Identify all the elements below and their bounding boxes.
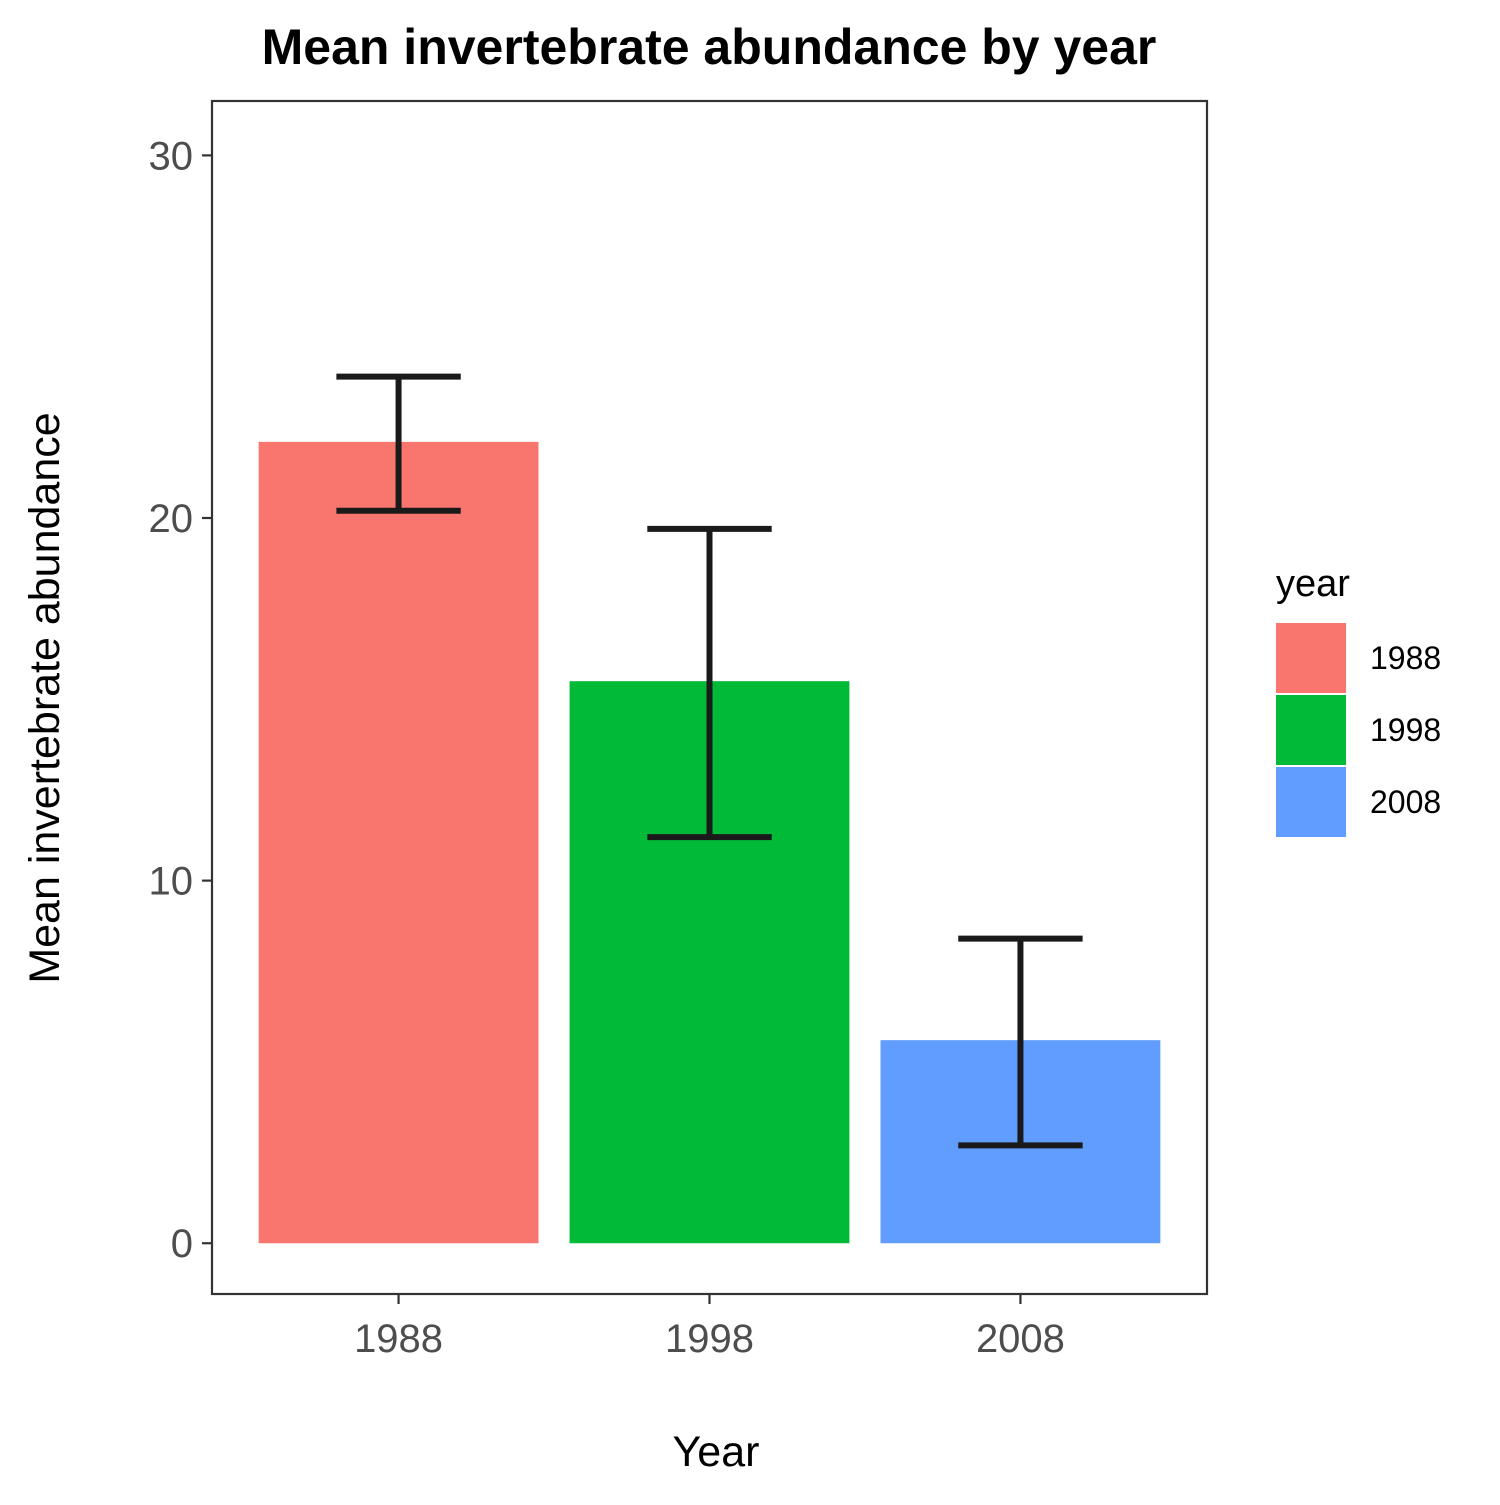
chart-title: Mean invertebrate abundance by year — [262, 19, 1157, 75]
y-tick-label: 0 — [171, 1222, 193, 1266]
x-tick-label: 1988 — [354, 1317, 443, 1361]
y-tick-label: 10 — [149, 860, 194, 904]
error-bar-1998 — [647, 525, 772, 841]
y-axis: 0 10 20 30 — [149, 134, 212, 1266]
error-bar-1988 — [336, 373, 461, 514]
legend-key-1998 — [1276, 695, 1346, 765]
error-bars-layer — [336, 373, 1083, 1149]
y-axis-title: Mean invertebrate abundance — [21, 412, 69, 983]
legend-key-1988 — [1276, 623, 1346, 693]
legend-label-1988: 1988 — [1370, 640, 1441, 676]
bar-1988 — [258, 441, 539, 1244]
x-axis: 1988 1998 2008 — [354, 1294, 1065, 1361]
legend-key-2008 — [1276, 767, 1346, 837]
x-tick-label: 2008 — [976, 1317, 1065, 1361]
x-tick-label: 1998 — [665, 1317, 754, 1361]
error-bar-2008 — [958, 935, 1083, 1149]
y-tick-label: 30 — [149, 134, 194, 178]
y-tick-label: 20 — [149, 497, 194, 541]
legend: year 1988 1998 2008 — [1276, 563, 1441, 837]
legend-label-2008: 2008 — [1370, 784, 1441, 820]
legend-label-1998: 1998 — [1370, 712, 1441, 748]
legend-title: year — [1276, 563, 1350, 605]
x-axis-title: Year — [673, 1428, 760, 1476]
